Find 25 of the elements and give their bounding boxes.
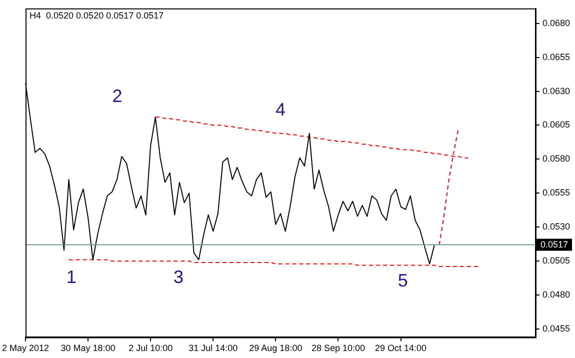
y-tick-label: 0.0655 xyxy=(542,52,570,62)
y-tick-label: 0.0680 xyxy=(542,18,570,28)
y-tick-label: 0.0605 xyxy=(542,120,570,130)
ref-line-label: 0.0517 xyxy=(540,239,568,250)
x-tick-label: 31 Jul 14:00 xyxy=(188,343,238,354)
y-tick-label: 0.0555 xyxy=(542,188,570,198)
annotation: 2 xyxy=(112,86,122,106)
x-tick-label: 2 Jul 10:00 xyxy=(128,343,173,354)
annotation: 5 xyxy=(398,270,408,290)
x-tick-label: 2 May 2012 xyxy=(2,343,50,354)
annotation: 3 xyxy=(173,266,184,287)
x-tick-label: 29 Oct 14:00 xyxy=(374,343,427,354)
x-tick-label: 29 Aug 18:00 xyxy=(249,343,302,354)
x-tick-label: 30 May 18:00 xyxy=(60,343,116,354)
y-tick-label: 0.0505 xyxy=(542,256,570,266)
chart-title: H4 0.0520 0.0520 0.0517 0.0517 xyxy=(30,10,164,20)
y-tick-label: 0.0580 xyxy=(542,154,570,164)
y-tick-label: 0.0630 xyxy=(542,86,570,96)
x-tick-label: 28 Sep 10:00 xyxy=(311,343,366,354)
annotation: 4 xyxy=(275,99,286,120)
y-tick-label: 0.0480 xyxy=(542,290,570,300)
annotation: 1 xyxy=(66,266,76,287)
y-tick-label: 0.0530 xyxy=(542,222,570,232)
y-tick-label: 0.0455 xyxy=(542,324,570,334)
line-series xyxy=(68,259,478,268)
